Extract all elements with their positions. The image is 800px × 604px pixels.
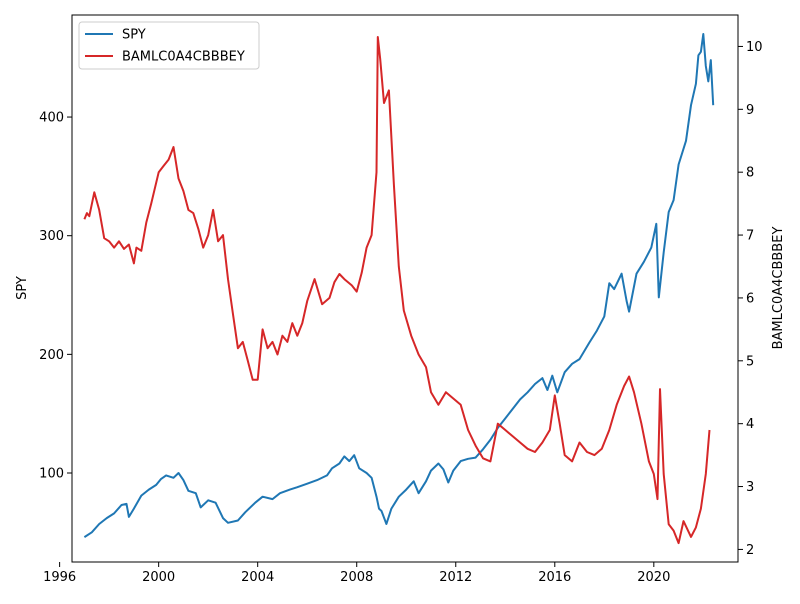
plot-frame [71, 14, 739, 563]
x-tick-label: 1996 [43, 570, 76, 585]
y-left-tick-label: 400 [39, 111, 64, 126]
series-line-1 [83, 36, 711, 545]
lines-layer [83, 33, 715, 545]
series-line-0 [83, 33, 715, 538]
x-tick-label: 2004 [241, 570, 274, 585]
y-right-tick-label: 6 [746, 291, 754, 306]
x-tick-label: 2016 [538, 570, 571, 585]
x-axis: 1996 2000 2004 2008 2012 2016 2020 [43, 562, 670, 585]
legend-label: SPY [122, 28, 146, 43]
y-left-tick-label: 200 [39, 348, 64, 363]
y-right-tick-label: 10 [746, 40, 763, 55]
y-axis-right-label: BAMLC0A4CBBBEY [771, 227, 786, 350]
y-right-tick-label: 4 [746, 417, 754, 432]
legend-box [78, 21, 260, 70]
y-right-tick-label: 7 [746, 229, 754, 244]
y-right-tick-label: 9 [746, 103, 754, 118]
y-left-tick-label: 300 [39, 229, 64, 244]
y-left-tick-label: 100 [39, 467, 64, 482]
x-tick-label: 2020 [637, 570, 670, 585]
y-axis-left-label: SPY [15, 276, 30, 300]
y-right-tick-label: 5 [746, 354, 754, 369]
y-right-tick-label: 3 [746, 480, 754, 495]
y-right-tick-label: 2 [746, 543, 754, 558]
x-tick-label: 2012 [439, 570, 472, 585]
legend: SPY BAMLC0A4CBBBEY [78, 21, 260, 70]
legend-label: BAMLC0A4CBBBEY [122, 50, 245, 65]
y-right-tick-label: 8 [746, 166, 754, 181]
y-axis-right: 2 3 4 5 6 7 8 9 10 [738, 40, 763, 558]
x-tick-label: 2008 [340, 570, 373, 585]
y-axis-left: 100 200 300 400 [39, 111, 72, 482]
x-tick-label: 2000 [142, 570, 175, 585]
